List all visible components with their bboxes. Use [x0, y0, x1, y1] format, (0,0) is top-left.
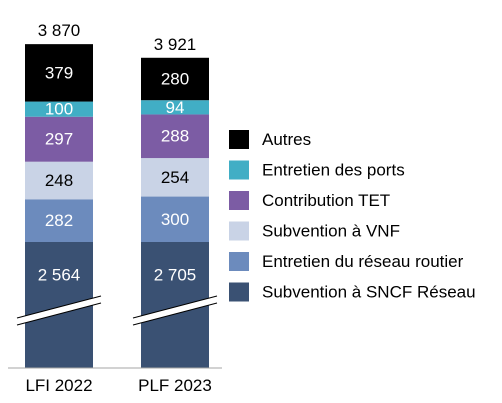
- data-label: 2 705: [154, 266, 197, 285]
- legend-swatch: [229, 252, 249, 271]
- legend-label: Subvention à SNCF Réseau: [262, 282, 476, 301]
- data-label: 288: [161, 127, 189, 146]
- axis-break-line: [132, 295, 218, 319]
- data-label: 280: [161, 69, 189, 88]
- bar-segment: [141, 158, 209, 197]
- legend-label: Subvention à VNF: [262, 221, 400, 240]
- data-label: 254: [161, 168, 189, 187]
- bar-segment: [25, 161, 93, 200]
- bar-segment: [25, 101, 93, 117]
- category-tick-label: LFI 2022: [25, 376, 92, 395]
- bar-segment: [25, 116, 93, 162]
- data-label: 379: [45, 63, 73, 82]
- bar-segment: [25, 44, 93, 102]
- data-label: 248: [45, 171, 73, 190]
- data-label: 2 564: [38, 266, 81, 285]
- legend-label: Autres: [262, 130, 311, 149]
- data-label: 297: [45, 130, 73, 149]
- bars-layer: [25, 44, 209, 368]
- legend-swatch: [229, 282, 249, 302]
- data-label: 100: [45, 100, 73, 119]
- legend: Autres Entretien des ports Contribution TE…: [229, 130, 476, 302]
- legend-label: Contribution TET: [262, 191, 390, 210]
- legend-swatch: [229, 191, 249, 210]
- legend-label: Entretien des ports: [262, 160, 405, 179]
- labels-layer: 2 564 282 248 297 100 379 3 870 LFI 2022 2 705 30…: [16, 21, 218, 395]
- data-label: 94: [166, 98, 185, 117]
- axis-break-line: [132, 302, 218, 326]
- total-label: 3 921: [154, 35, 197, 54]
- axis-break-band: [133, 296, 217, 325]
- bar-segment: [141, 114, 209, 159]
- axis-break-band: [17, 296, 101, 325]
- data-label: 282: [45, 211, 73, 230]
- axis-break-line: [16, 295, 102, 319]
- bar-segment: [25, 199, 93, 242]
- legend-swatch: [229, 160, 249, 180]
- category-tick-label: PLF 2023: [138, 376, 212, 395]
- data-label: 300: [161, 210, 189, 229]
- bar-segment: [141, 100, 209, 115]
- axis-break-line: [16, 302, 102, 326]
- legend-label: Entretien du réseau routier: [262, 252, 464, 271]
- bar-segment: [141, 196, 209, 242]
- total-label: 3 870: [38, 21, 81, 40]
- legend-swatch: [229, 221, 249, 241]
- bar-segment: [141, 57, 209, 101]
- legend-swatch: [229, 130, 249, 149]
